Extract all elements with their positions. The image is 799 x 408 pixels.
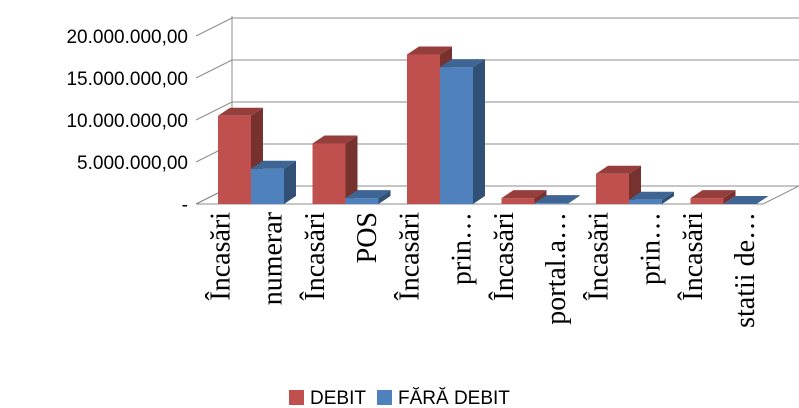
- bar-front: [690, 198, 724, 204]
- bar-front: [534, 203, 568, 204]
- bar-top: [690, 190, 736, 199]
- x-tick-label: portal.a…: [541, 212, 572, 325]
- x-tick-label: prin…: [636, 212, 667, 285]
- x-tick-label: Încasări: [206, 212, 237, 301]
- x-tick-label: Încasări: [395, 212, 426, 301]
- bar: [596, 165, 641, 204]
- bar-top: [596, 165, 641, 174]
- y-tick-label: 10.000.000,00: [66, 111, 188, 132]
- legend-label: FĂRĂ DEBIT: [398, 388, 510, 408]
- bar-front: [440, 67, 473, 204]
- legend: DEBIT FĂRĂ DEBIT: [289, 388, 510, 408]
- bar: [251, 160, 296, 204]
- bar-side: [378, 190, 391, 204]
- bar: [345, 190, 391, 204]
- x-tick-label: Încasări: [678, 212, 709, 301]
- bar: [690, 190, 736, 204]
- gridline-depth: [195, 59, 233, 79]
- x-tick-label: Încasări: [300, 212, 331, 301]
- x-tick-label: prin…: [447, 212, 478, 285]
- bar-top: [534, 195, 580, 204]
- x-tick-label: Încasări: [584, 212, 615, 301]
- bar: [218, 107, 263, 204]
- floor-right-edge: [762, 185, 799, 205]
- bar-top: [501, 190, 547, 199]
- y-tick-label: 5.000.000,00: [77, 153, 188, 174]
- bar-top: [251, 160, 296, 169]
- bar-side: [345, 135, 358, 204]
- bar: [723, 196, 769, 204]
- legend-swatch: [377, 390, 392, 405]
- bar: [534, 195, 580, 204]
- bar-front: [501, 198, 535, 204]
- bar-front: [218, 115, 251, 204]
- bar-top: [440, 59, 485, 68]
- bar-front: [251, 168, 284, 204]
- y-axis-ticks: - 5.000.000,00 10.000.000,00 15.000.000,00 2…: [66, 27, 188, 216]
- bar: [501, 190, 547, 204]
- bar-side: [284, 160, 296, 204]
- x-tick-label: statii de…: [730, 212, 761, 328]
- bar-front: [345, 198, 379, 204]
- bar-top: [723, 196, 769, 204]
- x-axis-ticks: Încasări numerar Încasări POS Încasări prin… Î…: [206, 211, 762, 328]
- bar-side: [473, 59, 485, 204]
- y-tick-label: 20.000.000,00: [66, 27, 188, 48]
- legend-label: DEBIT: [310, 388, 366, 408]
- bar-front: [596, 173, 629, 204]
- bar-side: [662, 191, 674, 204]
- bar-front: [407, 54, 440, 205]
- bar-side: [723, 190, 736, 204]
- x-tick-label: numerar: [258, 211, 289, 305]
- legend-swatch: [289, 390, 304, 405]
- bar-front: [629, 199, 662, 204]
- y-tick-label: -: [182, 195, 188, 216]
- bar-top: [345, 190, 391, 199]
- bar-top: [407, 46, 452, 55]
- bar-front: [312, 143, 346, 204]
- bar-side: [534, 190, 547, 204]
- x-tick-label: Încasări: [489, 212, 520, 301]
- y-tick-label: 15.000.000,00: [66, 69, 188, 90]
- x-tick-label: POS: [352, 212, 383, 263]
- bar-side: [567, 195, 580, 204]
- bar-top: [218, 107, 263, 116]
- bar-top: [629, 191, 674, 200]
- bar: [312, 135, 358, 204]
- gridline-depth: [195, 101, 233, 121]
- bar: [629, 191, 674, 204]
- bar-top: [312, 135, 358, 144]
- bar: [440, 59, 485, 204]
- gridline-depth: [195, 17, 233, 37]
- bars: [218, 46, 769, 205]
